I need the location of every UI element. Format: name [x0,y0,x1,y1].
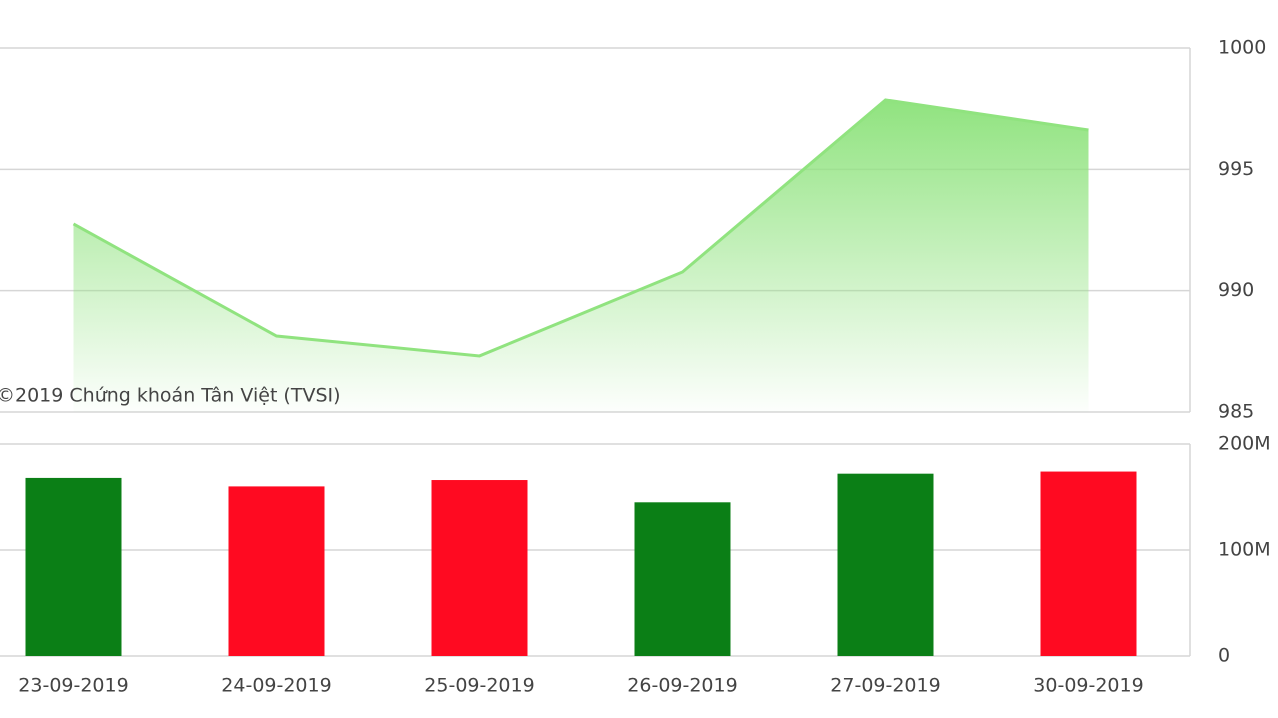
watermark: ©2019 Chứng khoán Tân Việt (TVSI) [0,385,341,407]
x-tick-label: 25-09-2019 [424,675,534,697]
y-tick-label: 200M [1218,433,1271,455]
y-tick-label: 985 [1218,401,1254,423]
y-tick-label: 995 [1218,158,1254,180]
x-tick-label: 24-09-2019 [221,675,331,697]
bar [228,486,325,656]
y-tick-label: 0 [1218,645,1230,667]
bar [25,477,122,656]
x-tick-label: 27-09-2019 [830,675,940,697]
y-tick-label: 1000 [1218,37,1266,59]
y-tick-label: 100M [1218,539,1271,561]
bar [837,473,934,656]
y-tick-label: 990 [1218,279,1254,301]
x-tick-label: 30-09-2019 [1033,675,1143,697]
bar [431,480,528,656]
area-fill [73,99,1089,412]
bar [634,502,731,656]
x-tick-label: 26-09-2019 [627,675,737,697]
x-tick-label: 23-09-2019 [18,675,128,697]
bar [1040,471,1137,656]
line [72,98,1089,358]
